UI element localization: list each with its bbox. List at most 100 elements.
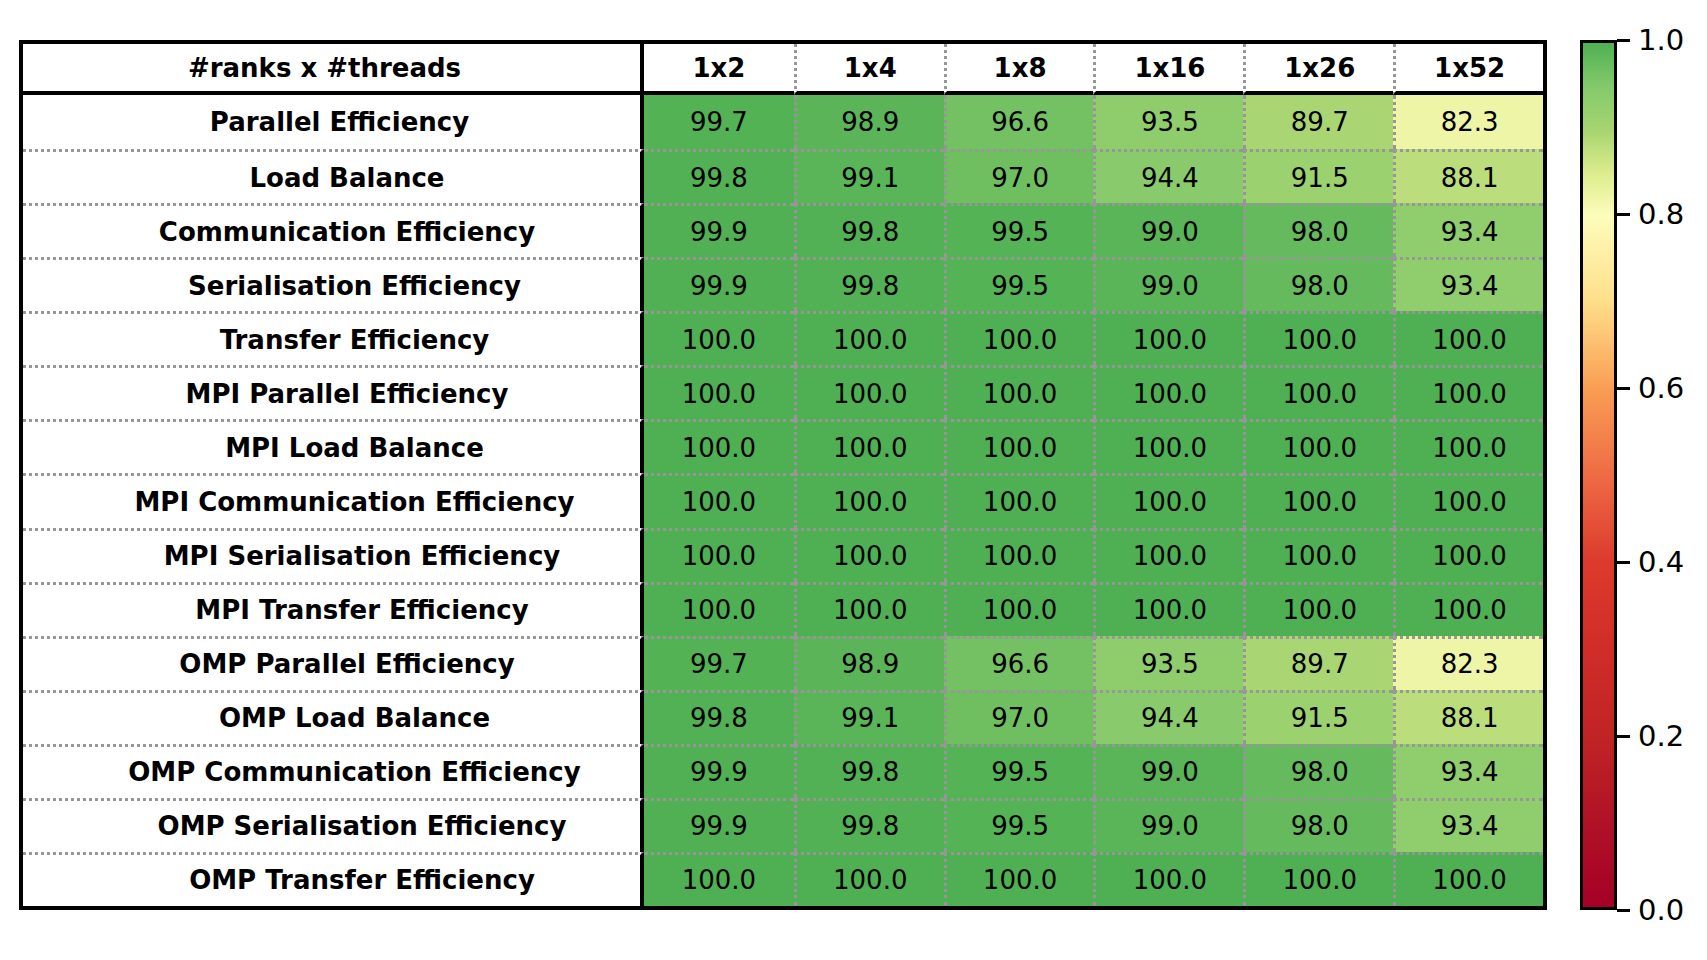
row-label: Transfer Efficiency	[23, 311, 644, 365]
row-label: OMP Parallel Efficiency	[23, 636, 644, 690]
value-cell: 100.0	[794, 852, 944, 906]
value-cell: 94.4	[1093, 690, 1243, 744]
value-cell: 100.0	[1093, 365, 1243, 419]
value-cell: 100.0	[644, 311, 794, 365]
colorbar-tick	[1617, 39, 1630, 42]
value-cell: 100.0	[1093, 582, 1243, 636]
value-cell: 99.0	[1093, 203, 1243, 257]
colorbar-tick	[1617, 213, 1630, 216]
colorbar-tick-label: 0.8	[1638, 196, 1684, 232]
value-cell: 100.0	[644, 365, 794, 419]
row-label: MPI Transfer Efficiency	[23, 582, 644, 636]
value-cell: 100.0	[794, 311, 944, 365]
value-cell: 100.0	[1243, 528, 1393, 582]
value-cell: 100.0	[1243, 311, 1393, 365]
colorbar-tick-label: 0.2	[1638, 718, 1684, 754]
value-cell: 99.5	[944, 744, 1094, 798]
value-cell: 100.0	[1093, 528, 1243, 582]
value-cell: 98.0	[1243, 257, 1393, 311]
row-label: MPI Serialisation Efficiency	[23, 528, 644, 582]
value-cell: 99.5	[944, 257, 1094, 311]
value-cell: 100.0	[944, 419, 1094, 473]
value-cell: 93.4	[1393, 257, 1543, 311]
value-cell: 100.0	[1393, 311, 1543, 365]
value-cell: 99.0	[1093, 744, 1243, 798]
column-header: 1x52	[1393, 44, 1543, 95]
value-cell: 99.1	[794, 149, 944, 203]
value-cell: 99.0	[1093, 798, 1243, 852]
colorbar-tick	[1617, 735, 1630, 738]
value-cell: 100.0	[1093, 419, 1243, 473]
value-cell: 99.7	[644, 95, 794, 149]
value-cell: 98.9	[794, 636, 944, 690]
value-cell: 100.0	[1243, 852, 1393, 906]
value-cell: 100.0	[1243, 419, 1393, 473]
colorbar-tick-label: 0.6	[1638, 370, 1684, 406]
colorbar	[1580, 40, 1617, 910]
value-cell: 99.8	[644, 149, 794, 203]
value-cell: 100.0	[944, 365, 1094, 419]
row-label: MPI Communication Efficiency	[23, 473, 644, 527]
value-cell: 100.0	[944, 473, 1094, 527]
value-cell: 100.0	[644, 473, 794, 527]
value-cell: 89.7	[1243, 636, 1393, 690]
value-cell: 99.8	[644, 690, 794, 744]
value-cell: 98.0	[1243, 203, 1393, 257]
value-cell: 100.0	[1393, 365, 1543, 419]
value-cell: 91.5	[1243, 149, 1393, 203]
value-cell: 100.0	[1243, 365, 1393, 419]
row-label: OMP Serialisation Efficiency	[23, 798, 644, 852]
value-cell: 100.0	[644, 852, 794, 906]
corner-header: #ranks x #threads	[23, 44, 644, 95]
colorbar-tick-label: 0.4	[1638, 544, 1684, 580]
column-header: 1x16	[1093, 44, 1243, 95]
value-cell: 89.7	[1243, 95, 1393, 149]
row-label: Communication Efficiency	[23, 203, 644, 257]
value-cell: 99.0	[1093, 257, 1243, 311]
value-cell: 97.0	[944, 690, 1094, 744]
row-label: OMP Transfer Efficiency	[23, 852, 644, 906]
value-cell: 100.0	[794, 419, 944, 473]
value-cell: 100.0	[944, 582, 1094, 636]
value-cell: 100.0	[944, 852, 1094, 906]
column-header: 1x4	[794, 44, 944, 95]
value-cell: 100.0	[944, 311, 1094, 365]
column-header: 1x8	[944, 44, 1094, 95]
row-label: MPI Parallel Efficiency	[23, 365, 644, 419]
value-cell: 100.0	[1243, 582, 1393, 636]
value-cell: 100.0	[1243, 473, 1393, 527]
value-cell: 99.8	[794, 257, 944, 311]
value-cell: 100.0	[1093, 852, 1243, 906]
value-cell: 93.4	[1393, 744, 1543, 798]
value-cell: 88.1	[1393, 690, 1543, 744]
value-cell: 100.0	[794, 365, 944, 419]
value-cell: 100.0	[1393, 419, 1543, 473]
value-cell: 98.0	[1243, 798, 1393, 852]
value-cell: 91.5	[1243, 690, 1393, 744]
value-cell: 99.8	[794, 203, 944, 257]
value-cell: 96.6	[944, 95, 1094, 149]
value-cell: 98.9	[794, 95, 944, 149]
colorbar-tick	[1617, 387, 1630, 390]
value-cell: 99.9	[644, 798, 794, 852]
value-cell: 99.8	[794, 798, 944, 852]
value-cell: 98.0	[1243, 744, 1393, 798]
value-cell: 93.5	[1093, 95, 1243, 149]
row-label: Serialisation Efficiency	[23, 257, 644, 311]
row-label: OMP Communication Efficiency	[23, 744, 644, 798]
value-cell: 82.3	[1393, 636, 1543, 690]
efficiency-table: #ranks x #threads 1x21x41x81x161x261x52P…	[19, 40, 1547, 910]
row-label: OMP Load Balance	[23, 690, 644, 744]
value-cell: 100.0	[644, 528, 794, 582]
value-cell: 93.4	[1393, 203, 1543, 257]
value-cell: 88.1	[1393, 149, 1543, 203]
value-cell: 100.0	[1393, 852, 1543, 906]
value-cell: 99.9	[644, 257, 794, 311]
value-cell: 100.0	[1393, 473, 1543, 527]
value-cell: 99.9	[644, 744, 794, 798]
row-label: Load Balance	[23, 149, 644, 203]
value-cell: 82.3	[1393, 95, 1543, 149]
value-cell: 100.0	[794, 528, 944, 582]
column-header: 1x2	[644, 44, 794, 95]
value-cell: 100.0	[644, 582, 794, 636]
